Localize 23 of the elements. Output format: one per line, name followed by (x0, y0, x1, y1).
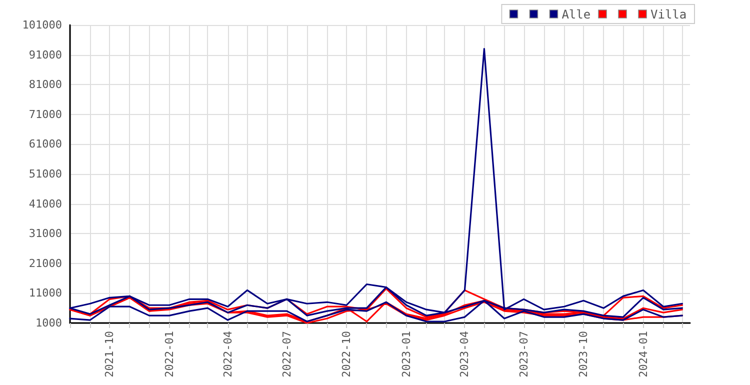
x-tick-label: 2022-07 (280, 331, 294, 378)
y-tick-label: 1000 (36, 316, 62, 330)
x-tick-label: 2023-04 (458, 330, 472, 378)
y-tick-label: 31000 (28, 227, 62, 240)
x-tick-label: 2023-01 (400, 331, 413, 378)
x-tick-label: 2024-01 (636, 331, 650, 378)
y-tick-label: 41000 (28, 197, 62, 210)
y-tick-label: 71000 (28, 108, 62, 121)
y-tick-label: 101000 (22, 18, 62, 32)
y-tick-label: 91000 (28, 48, 62, 62)
x-tick-label: 2022-04 (221, 330, 234, 378)
x-tick-label: 2022-01 (162, 331, 176, 378)
x-tick-label: 2023-10 (577, 331, 590, 378)
y-tick-label: 51000 (28, 168, 62, 180)
x-tick-label: 2021-10 (103, 331, 116, 378)
y-tick-label: 81000 (28, 78, 62, 92)
legend-label: Villa (650, 8, 687, 22)
y-tick-label: 21000 (28, 256, 62, 270)
x-tick-label: 2022-10 (340, 331, 354, 378)
y-tick-label: 11000 (28, 286, 62, 300)
x-tick-label: 2023-07 (517, 331, 530, 378)
legend-label: Alle (562, 8, 591, 22)
y-tick-label: 61000 (28, 138, 62, 151)
